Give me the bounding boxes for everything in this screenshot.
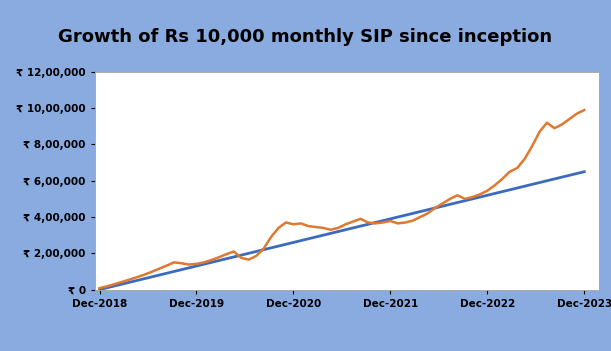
Text: Growth of Rs 10,000 monthly SIP since inception: Growth of Rs 10,000 monthly SIP since in… <box>59 28 552 46</box>
